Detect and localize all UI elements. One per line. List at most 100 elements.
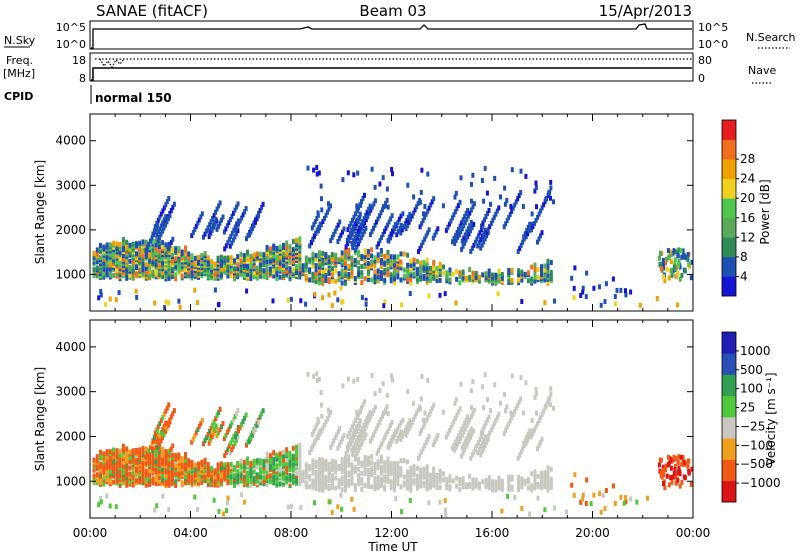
range-gate-cell [530, 417, 534, 423]
range-gate-cell [172, 201, 176, 207]
colorbar-segment [722, 417, 736, 439]
range-gate-cell [507, 474, 511, 480]
range-gate-cell [315, 371, 319, 377]
range-gate-cell [311, 470, 315, 476]
range-gate-cell [337, 257, 341, 263]
range-gate-cell [670, 474, 673, 480]
range-gate-cell [412, 210, 416, 216]
range-gate-cell [423, 410, 427, 416]
range-gate-cell [360, 264, 364, 270]
range-gate-cell [427, 500, 431, 506]
range-gate-cell [516, 402, 520, 408]
range-gate-cell [114, 297, 118, 303]
range-gate-cell [404, 226, 408, 232]
range-gate-cell [483, 233, 487, 239]
range-gate-cell [334, 268, 338, 274]
range-gate-cell [406, 266, 410, 272]
range-gate-cell [412, 464, 416, 470]
range-gate-cell [393, 483, 396, 489]
range-gate-cell [470, 198, 473, 204]
colorbar-tick-label: 12 [740, 230, 755, 244]
range-gate-cell [265, 473, 269, 479]
range-gate-cell [233, 224, 237, 230]
range-gate-cell [315, 165, 319, 170]
range-gate-cell [362, 216, 366, 222]
range-gate-cell [330, 458, 334, 464]
range-gate-cell [427, 412, 431, 418]
range-gate-cell [180, 456, 184, 462]
range-gate-cell [661, 260, 665, 266]
range-gate-cell [262, 256, 266, 262]
range-gate-cell [224, 243, 228, 249]
x-tick-label: 20:00 [575, 526, 610, 540]
range-gate-cell [118, 452, 122, 458]
range-gate-cell [454, 444, 458, 450]
range-gate-cell [310, 446, 313, 452]
range-gate-cell [673, 463, 677, 469]
range-gate-cell [174, 246, 178, 252]
range-gate-cell [659, 266, 663, 271]
range-gate-cell [370, 460, 374, 466]
range-gate-cell [194, 430, 198, 436]
range-gate-cell [243, 499, 247, 505]
range-gate-cell [405, 424, 409, 430]
range-gate-cell [141, 239, 145, 245]
range-gate-cell [536, 481, 540, 487]
range-gate-cell [108, 449, 112, 455]
range-gate-cell [102, 266, 106, 272]
range-gate-cell [667, 275, 671, 281]
range-gate-cell [259, 251, 263, 257]
range-gate-cell [135, 447, 138, 453]
range-gate-cell [581, 285, 585, 291]
range-gate-cell [225, 223, 229, 229]
range-gate-cell [485, 190, 489, 196]
range-gate-cell [162, 411, 166, 417]
range-gate-cell [663, 278, 667, 284]
range-gate-cell [423, 421, 427, 427]
range-gate-cell [419, 477, 423, 483]
range-gate-cell [635, 499, 639, 505]
range-gate-cell [461, 217, 465, 223]
range-gate-cell [352, 506, 356, 512]
range-gate-cell [199, 420, 203, 426]
range-gate-cell [453, 415, 457, 421]
colorbar-segment [722, 217, 736, 238]
range-gate-cell [360, 405, 363, 411]
range-gate-cell [537, 211, 541, 217]
range-gate-cell [484, 478, 488, 483]
range-gate-cell [211, 429, 215, 435]
range-gate-cell [334, 459, 338, 465]
range-gate-cell [118, 256, 122, 262]
range-gate-cell [549, 480, 553, 486]
range-gate-cell [330, 441, 334, 447]
range-gate-cell [344, 264, 347, 270]
x-tick-label: 08:00 [274, 526, 309, 540]
range-gate-cell [613, 301, 617, 307]
range-gate-cell [432, 472, 436, 478]
x-tick-label: 00:00 [676, 526, 711, 540]
range-gate-cell [304, 462, 308, 468]
range-gate-cell [308, 243, 312, 249]
range-gate-cell [399, 277, 403, 283]
range-gate-cell [528, 428, 532, 434]
range-gate-cell [236, 228, 240, 234]
range-gate-cell [351, 227, 355, 233]
range-gate-cell [526, 270, 530, 276]
range-gate-cell [95, 247, 99, 253]
range-gate-cell [174, 256, 178, 262]
range-gate-cell [364, 297, 368, 303]
range-gate-cell [282, 242, 285, 248]
range-gate-cell [114, 504, 118, 510]
range-gate-cell [161, 240, 165, 246]
range-gate-cell [156, 217, 160, 223]
range-gate-cell [196, 300, 199, 306]
range-gate-cell [324, 484, 328, 490]
range-gate-cell [409, 483, 413, 489]
range-gate-cell [338, 219, 342, 225]
range-gate-cell [144, 468, 148, 474]
range-gate-cell [216, 255, 220, 261]
range-gate-cell [366, 475, 370, 481]
range-gate-cell [217, 223, 220, 229]
range-gate-cell [226, 446, 230, 452]
range-gate-cell [174, 471, 178, 476]
